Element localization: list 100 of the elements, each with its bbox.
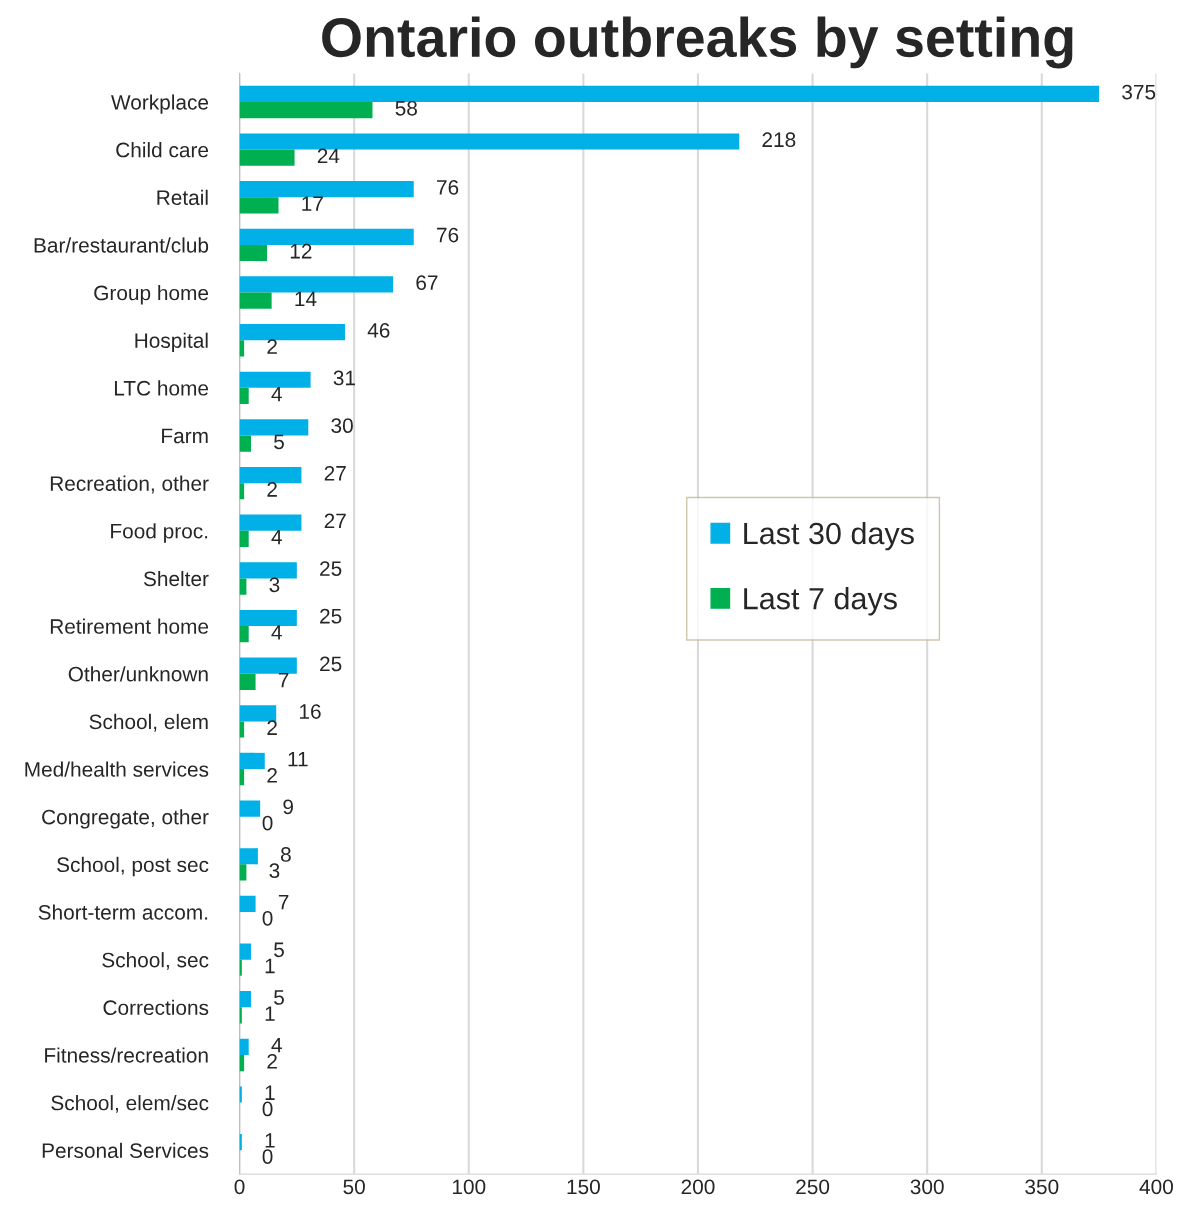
bar [239,514,302,531]
data-label: 3 [269,863,280,879]
data-label: 7 [278,672,289,688]
bar [239,197,279,214]
data-label: 4 [271,1037,282,1053]
bar [239,752,265,770]
y-tick-label: Personal Services [42,1142,209,1159]
data-label: 27 [324,465,346,481]
y-tick-label: Fitness/recreation [45,1047,208,1063]
data-label: 25 [320,608,342,624]
y-tick-label: Short-term accom. [38,904,208,920]
y-tick-label: School, elem/sec [51,1095,209,1113]
y-tick-label: Hospital [135,332,208,353]
data-label: 2 [267,482,277,497]
data-label: 5 [274,942,284,958]
y-tick-label: Shelter [143,570,209,587]
bar [239,895,256,913]
bar [239,149,295,166]
bar [239,864,247,881]
bar [239,466,302,484]
data-label: 375 [1122,84,1156,100]
legend-label: Last 30 days [744,521,914,551]
data-label: 1 [265,1133,275,1148]
data-label: 76 [437,227,459,243]
data-label: 25 [320,561,342,576]
data-label: 67 [416,275,438,291]
x-tick-label: 250 [796,1179,830,1195]
data-label: 24 [317,148,340,164]
x-tick-label: 400 [1139,1179,1173,1195]
y-tick-label: School, post sec [57,856,209,877]
x-tick-label: 150 [567,1179,600,1195]
data-label: 4 [271,529,282,545]
y-tick-label: Child care [116,142,209,158]
bar [239,657,297,674]
bar [239,626,249,643]
data-label: 2 [267,720,277,735]
bar [239,101,373,119]
data-label: 2 [267,1053,277,1069]
bar [239,562,297,579]
y-tick-label: Farm [162,428,208,444]
y-tick-label: Retirement home [50,618,209,634]
data-label: 3 [269,577,280,593]
data-label: 218 [762,132,796,148]
y-tick-label: Bar/restaurant/club [34,237,209,253]
data-label: 4 [271,625,282,640]
x-tick-label: 350 [1025,1179,1059,1195]
data-label: 58 [395,100,417,116]
bar [239,419,309,436]
bar [239,1086,242,1103]
y-tick-label: Retail [157,189,208,206]
bar [239,292,272,309]
bar [239,609,297,627]
data-label: 5 [274,434,284,450]
x-tick-label: 200 [681,1179,715,1195]
bar [239,435,251,452]
data-label: 5 [274,990,284,1005]
bar [239,1007,242,1024]
x-tick-label: 300 [910,1179,944,1195]
data-label: 1 [265,958,275,974]
data-label: 46 [367,322,390,338]
data-label: 0 [262,1101,273,1117]
data-label: 17 [302,196,323,211]
y-tick-label: Food proc. [111,523,208,543]
bar [239,181,414,198]
bar [239,133,740,150]
y-tick-label: Congregate, other [42,809,209,829]
data-label: 0 [262,815,273,831]
y-tick-label: Corrections [103,999,209,1016]
data-label: 16 [300,704,321,719]
legend-label: Last 7 days [744,587,897,616]
y-tick-label: School, sec [102,952,209,970]
bar [239,530,249,548]
data-label: 30 [331,418,353,434]
bar [239,943,251,960]
y-tick-label: School, elem [89,713,208,732]
bar [239,85,1100,102]
bar [239,228,414,245]
bar [239,371,311,388]
data-label: 8 [281,847,291,862]
data-label: 12 [290,243,312,259]
bar [239,387,249,405]
bar [239,673,256,690]
data-label: 0 [262,910,273,926]
data-label: 0 [262,1149,273,1164]
y-tick-label: Med/health services [25,761,209,777]
data-label: 2 [267,768,277,783]
data-label: 1 [265,1006,275,1021]
bar [239,578,247,595]
chart-title: Ontario outbreaks by setting [322,16,1073,69]
y-tick-label: LTC home [114,380,209,396]
y-tick-label: Recreation, other [50,475,209,494]
data-label: 76 [437,180,459,195]
bar [239,848,258,865]
y-tick-label: Group home [94,285,209,305]
data-label: 27 [324,513,346,529]
bar [239,276,394,293]
data-label: 1 [265,1085,275,1100]
x-tick-label: 100 [452,1179,486,1195]
data-label: 9 [283,799,293,815]
bar [239,324,345,341]
